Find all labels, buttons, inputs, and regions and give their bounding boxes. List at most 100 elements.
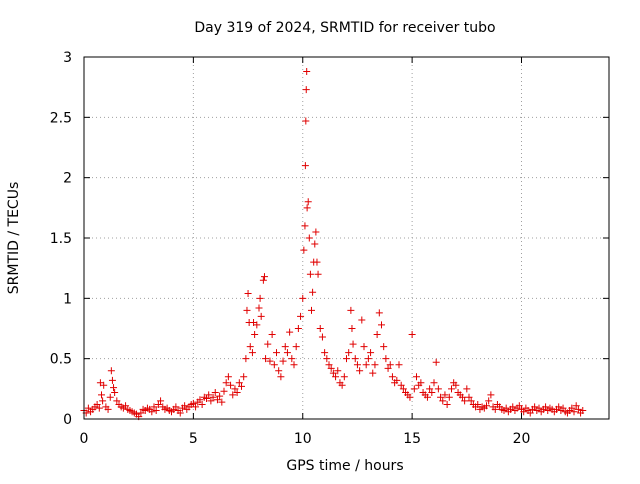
data-point — [292, 343, 300, 351]
data-point — [157, 397, 165, 405]
data-point — [340, 373, 348, 381]
data-point — [104, 405, 112, 413]
data-point — [515, 402, 523, 410]
data-point — [216, 392, 224, 400]
data-point — [176, 409, 184, 417]
y-tick-label: 0.5 — [50, 352, 72, 368]
data-point — [99, 397, 107, 405]
data-point — [399, 385, 407, 393]
data-point — [360, 343, 368, 351]
y-tick-label: 2 — [63, 171, 72, 187]
data-point — [572, 402, 580, 410]
data-point — [452, 381, 460, 389]
data-point — [334, 367, 342, 375]
data-point — [300, 246, 308, 254]
data-point — [463, 385, 471, 393]
data-point — [313, 258, 321, 266]
data-point — [487, 391, 495, 399]
data-point — [253, 321, 261, 329]
data-point — [323, 355, 331, 363]
data-point — [122, 402, 130, 410]
data-point — [305, 234, 313, 242]
data-point — [111, 388, 119, 396]
data-point — [110, 384, 118, 392]
data-point — [329, 369, 337, 377]
data-point — [380, 343, 388, 351]
data-point — [423, 393, 431, 401]
data-point — [526, 409, 534, 417]
data-point — [227, 381, 235, 389]
data-points — [80, 67, 587, 421]
data-point — [375, 309, 383, 317]
data-point — [509, 403, 517, 411]
data-point — [395, 361, 403, 369]
data-point — [408, 331, 416, 339]
data-point — [297, 312, 305, 320]
data-point — [327, 364, 335, 372]
data-point — [520, 408, 528, 416]
data-point — [467, 397, 475, 405]
data-point — [434, 385, 442, 393]
data-point — [358, 316, 366, 324]
data-point — [413, 373, 420, 381]
data-point — [181, 402, 189, 410]
data-point — [198, 401, 206, 409]
data-point — [150, 403, 158, 411]
data-point — [568, 404, 576, 412]
data-point — [196, 396, 204, 404]
data-point — [220, 387, 228, 395]
data-point — [266, 357, 274, 365]
data-point — [255, 304, 263, 312]
data-point — [531, 403, 539, 411]
data-point — [205, 391, 213, 399]
data-point — [338, 381, 346, 389]
data-point — [288, 355, 296, 363]
chart-title: Day 319 of 2024, SRMTID for receiver tub… — [194, 20, 495, 36]
data-point — [437, 393, 445, 401]
data-point — [251, 331, 259, 339]
data-point — [371, 361, 379, 369]
data-point — [260, 273, 268, 281]
data-point — [279, 357, 287, 365]
data-point — [318, 333, 326, 341]
data-point — [321, 349, 329, 357]
data-point — [349, 340, 357, 348]
data-point — [369, 369, 377, 377]
data-point — [474, 401, 482, 409]
data-point — [347, 306, 355, 314]
data-point — [294, 325, 302, 332]
data-point — [290, 361, 298, 369]
y-tick-label: 1 — [63, 291, 72, 307]
x-tick-label: 5 — [189, 431, 198, 447]
x-tick-label: 15 — [403, 431, 421, 447]
data-point — [356, 367, 364, 375]
data-point — [304, 198, 312, 206]
data-point — [154, 401, 162, 409]
data-point — [222, 379, 230, 387]
x-tick-label: 0 — [80, 431, 89, 447]
data-point — [303, 204, 311, 212]
data-point — [570, 408, 578, 416]
data-point — [283, 349, 291, 357]
data-point — [137, 409, 145, 417]
data-point — [351, 355, 359, 363]
data-point — [362, 361, 370, 369]
plot-frame — [83, 56, 610, 420]
data-point — [238, 382, 245, 390]
data-point — [445, 393, 453, 401]
data-point — [417, 379, 425, 387]
data-point — [224, 373, 232, 381]
data-point — [242, 355, 250, 363]
data-point — [364, 355, 372, 363]
data-point — [203, 394, 210, 402]
data-point — [386, 361, 394, 369]
data-point — [244, 290, 252, 298]
data-point — [106, 393, 114, 401]
data-point — [559, 404, 567, 412]
data-point — [378, 321, 385, 329]
data-point — [211, 388, 219, 396]
data-point — [268, 331, 276, 339]
data-point — [393, 376, 401, 384]
data-point — [270, 361, 278, 369]
